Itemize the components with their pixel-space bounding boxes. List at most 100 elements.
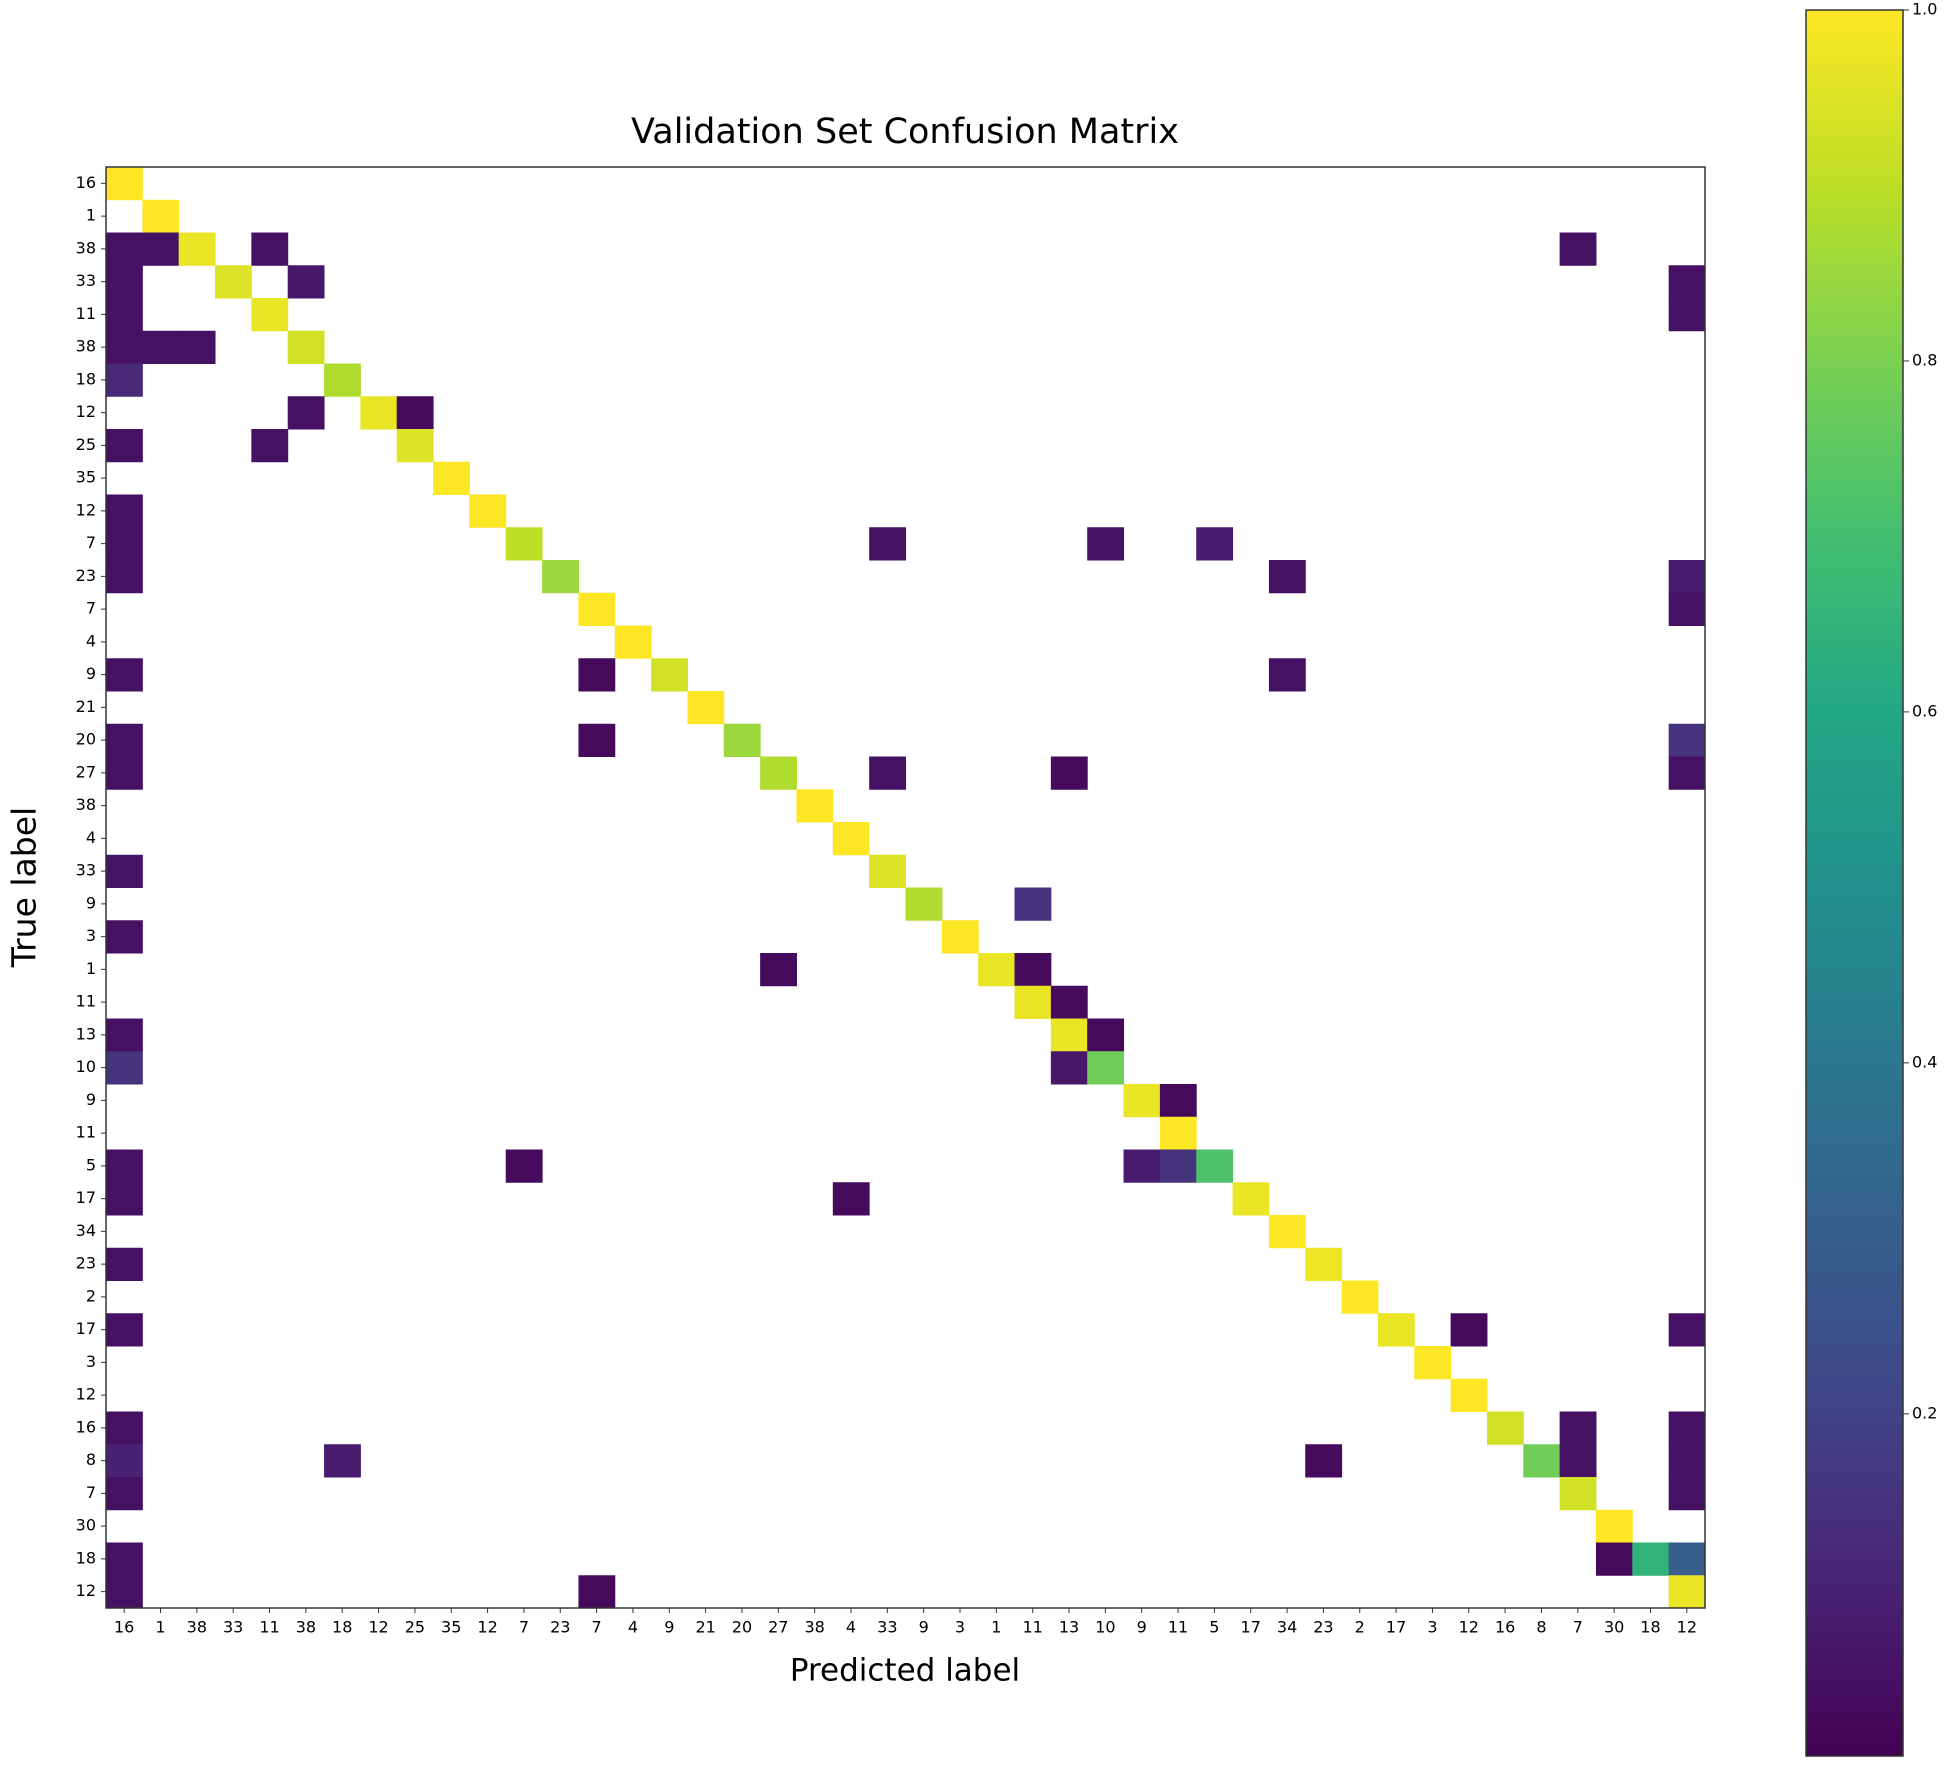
x-tick-label: 30	[1604, 1618, 1624, 1637]
y-tick-label: 23	[76, 566, 96, 585]
cell	[869, 854, 906, 888]
y-tick-label: 20	[76, 730, 96, 749]
y-tick-label: 33	[76, 861, 96, 880]
cell	[832, 1182, 870, 1216]
cell	[832, 822, 870, 856]
cell	[1668, 1542, 1706, 1576]
cell	[1559, 1477, 1597, 1511]
cell	[1559, 1411, 1597, 1445]
x-tick-label: 27	[768, 1618, 788, 1637]
y-tick-label: 30	[76, 1516, 96, 1535]
colorbar-tick-label: 0.6	[1912, 701, 1937, 720]
cell	[1450, 1313, 1488, 1347]
x-tick-label: 11	[1168, 1618, 1188, 1637]
x-tick-label: 1	[991, 1618, 1001, 1637]
y-tick-label: 27	[76, 762, 96, 781]
x-tick-label: 35	[441, 1618, 461, 1637]
x-tick-label: 5	[1209, 1618, 1219, 1637]
cell	[1268, 560, 1306, 594]
cell	[978, 953, 1016, 987]
cell	[905, 887, 943, 921]
cell	[106, 1444, 143, 1478]
cell	[578, 723, 616, 757]
x-tick-label: 12	[1677, 1618, 1697, 1637]
cell	[1014, 953, 1052, 987]
y-tick-label: 23	[76, 1254, 96, 1273]
colorbar	[1805, 9, 1904, 1757]
y-tick-label: 5	[86, 1155, 96, 1174]
cell	[106, 429, 143, 463]
y-tick-label: 16	[76, 1417, 96, 1436]
x-tick-label: 1	[155, 1618, 165, 1637]
x-tick-label: 13	[1059, 1618, 1079, 1637]
x-tick-label: 18	[332, 1618, 352, 1637]
cell	[106, 330, 143, 364]
cell	[1014, 887, 1052, 921]
y-tick-label: 1	[86, 206, 96, 225]
cell	[723, 723, 761, 757]
cell	[1668, 1411, 1706, 1445]
cell	[106, 1149, 143, 1183]
cell	[106, 232, 143, 266]
cell	[178, 330, 216, 364]
cell	[287, 265, 325, 299]
y-tick-label: 9	[86, 1090, 96, 1109]
cell	[360, 396, 398, 430]
y-tick-label: 3	[86, 1352, 96, 1371]
y-tick-label: 13	[76, 1024, 96, 1043]
y-tick-label: 7	[86, 533, 96, 552]
cell	[1450, 1378, 1488, 1412]
cell	[869, 527, 906, 561]
cell	[1196, 1149, 1234, 1183]
cell	[1668, 298, 1706, 332]
cell	[1123, 1149, 1161, 1183]
cell	[578, 592, 616, 626]
x-tick-label: 34	[1277, 1618, 1297, 1637]
cell	[941, 920, 979, 954]
x-tick-label: 12	[1459, 1618, 1479, 1637]
cell	[106, 854, 143, 888]
cell	[1523, 1444, 1561, 1478]
cell	[287, 330, 325, 364]
cell	[1341, 1280, 1379, 1314]
cell	[324, 1444, 361, 1478]
colorbar-tick-label: 0.8	[1912, 350, 1937, 369]
cell	[396, 396, 434, 430]
cell	[1087, 527, 1125, 561]
x-tick-label: 17	[1386, 1618, 1406, 1637]
x-tick-label: 11	[1023, 1618, 1043, 1637]
cell	[1668, 1444, 1706, 1478]
cell	[760, 756, 797, 790]
cell	[1668, 1477, 1706, 1511]
cell	[106, 363, 143, 397]
x-tick-label: 33	[877, 1618, 897, 1637]
cell	[1087, 1051, 1125, 1085]
y-tick-label: 10	[76, 1057, 96, 1076]
x-tick-label: 3	[1427, 1618, 1437, 1637]
cell	[1123, 1084, 1161, 1118]
x-tick-label: 4	[846, 1618, 856, 1637]
x-tick-label: 16	[114, 1618, 134, 1637]
cell	[106, 527, 143, 561]
x-tick-label: 7	[592, 1618, 602, 1637]
y-tick-label: 7	[86, 599, 96, 618]
y-tick-label: 8	[86, 1450, 96, 1469]
x-tick-label: 33	[223, 1618, 243, 1637]
x-tick-label: 20	[732, 1618, 752, 1637]
y-tick-label: 38	[76, 795, 96, 814]
x-tick-label: 9	[1137, 1618, 1147, 1637]
cell	[1559, 232, 1597, 266]
y-tick-label: 12	[76, 1581, 96, 1600]
cell	[1159, 1084, 1197, 1118]
cell	[106, 1575, 143, 1609]
cell	[1595, 1509, 1633, 1543]
x-tick-label: 23	[550, 1618, 570, 1637]
cell	[505, 527, 543, 561]
y-tick-label: 12	[76, 500, 96, 519]
x-tick-label: 3	[955, 1618, 965, 1637]
cell	[1305, 1247, 1343, 1281]
x-tick-label: 17	[1241, 1618, 1261, 1637]
y-axis-label: True label	[5, 807, 44, 968]
colorbar-tick-label: 0.2	[1912, 1403, 1937, 1422]
cell	[106, 494, 143, 528]
